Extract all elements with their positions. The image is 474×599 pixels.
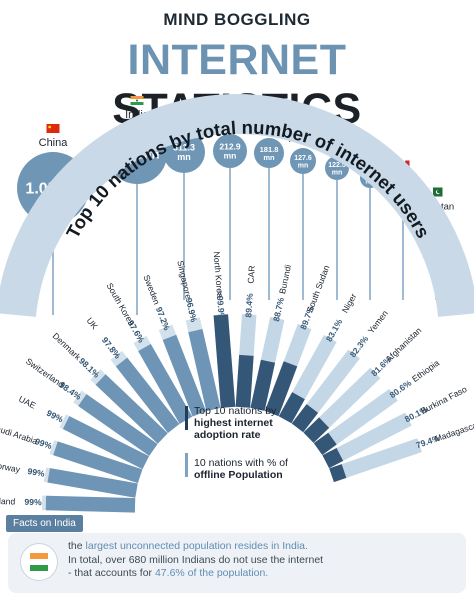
offline-bar-car: 89.4% CAR	[235, 265, 257, 408]
bubble-value-number: 127.6	[294, 155, 312, 162]
bar-fill	[303, 417, 330, 443]
bubble-value-number: 181.8	[260, 145, 279, 154]
bar-country: Ireland	[0, 496, 16, 507]
bar-pct: >99.9%	[215, 291, 227, 321]
bubble-country: China	[39, 137, 69, 149]
bar-pct: 83.1%	[324, 317, 345, 343]
bar-fill	[213, 314, 236, 408]
bar-fill	[322, 447, 344, 469]
bar-pct: 88.7%	[271, 296, 286, 322]
bar-fill	[53, 441, 143, 484]
legend-offline-swatch	[185, 453, 188, 477]
bar-country: Burundi	[277, 264, 293, 295]
bubble-value: 122.5 mn	[328, 162, 346, 176]
bar-fill	[95, 374, 168, 444]
bar-country: Denmark	[51, 331, 84, 363]
bar-pct: 89.4%	[243, 293, 255, 318]
arc-band	[0, 94, 474, 317]
bar-fill	[235, 354, 254, 408]
bar-fill	[264, 361, 298, 417]
legend-adoption-swatch	[185, 406, 188, 430]
bubble-value-number: 122.5	[328, 162, 346, 169]
bar-country: South Sudan	[305, 264, 332, 314]
facts-tab: Facts on India	[6, 515, 83, 532]
facts-l1a: the	[68, 540, 86, 552]
bubble-circle	[213, 134, 247, 168]
bubble-value-unit: mn	[298, 162, 309, 169]
bar-pct: 99%	[24, 497, 42, 507]
bubble-value-unit: mn	[224, 151, 237, 161]
bar-pct: 97.2%	[154, 305, 172, 332]
bubble-value: 212.9 mn	[219, 142, 241, 161]
bubble-value-number: 311.3	[173, 143, 195, 153]
bar-country: Ethiopia	[410, 358, 441, 384]
bar-country: Niger	[340, 292, 359, 315]
bar-fill	[188, 328, 221, 412]
bar-fill	[278, 392, 305, 424]
bar-pct: 82.3%	[348, 334, 371, 360]
bubble-value: 311.3 mn	[173, 143, 195, 162]
facts-l3a: - that accounts for	[68, 567, 155, 579]
legend: Top 10 nations by highest internet adopt…	[185, 405, 291, 481]
bar-country: Burkina Faso	[419, 384, 469, 416]
adoption-bar-norway: 99% Norway	[0, 460, 138, 498]
facts-l1b: largest unconnected population resides i…	[85, 540, 308, 552]
bar-country: Madagascar	[433, 419, 474, 444]
bar-pct: 80.6%	[388, 378, 414, 401]
bar-country: South Korea	[105, 281, 137, 328]
bar-country: North Korea	[212, 251, 226, 298]
legend-offline-text: 10 nations with % of offline Population	[194, 457, 291, 481]
bar-fill	[47, 468, 138, 498]
in-flag-icon	[130, 96, 144, 105]
bar-fill	[313, 432, 337, 455]
bar-fill	[329, 464, 347, 483]
bar-fill	[115, 357, 180, 433]
legend-adoption-l1: Top 10 nations by	[194, 405, 277, 417]
facts-l3b: 47.6% of the population.	[154, 567, 269, 579]
bar-country: Yemen	[366, 308, 390, 335]
bar-country: Norway	[0, 460, 22, 475]
bubble-value-unit: mn	[263, 153, 275, 162]
bar-country: UAE	[17, 394, 38, 411]
bar-fill	[162, 334, 207, 417]
legend-offline-l2: offline Population	[194, 469, 283, 481]
legend-adoption-text: Top 10 nations by highest internet adopt…	[194, 405, 279, 441]
bar-country: UK	[85, 316, 100, 332]
bar-country: Singapore	[175, 260, 194, 301]
legend-adoption-l2: highest internet	[194, 417, 273, 429]
legend-offline-l1: 10 nations with % of	[194, 457, 288, 469]
bar-fill	[138, 343, 193, 424]
bar-fill	[78, 394, 158, 456]
bar-country: Saudi Arabia	[0, 421, 39, 446]
bubble-circle	[290, 148, 316, 174]
bar-fill	[250, 359, 276, 411]
bar-pct: 96.9%	[184, 297, 199, 323]
bubble-value: 181.8 mn	[260, 145, 279, 162]
bar-country: Sweden	[141, 273, 162, 306]
legend-adoption-l3: adoption rate	[194, 429, 261, 441]
bubble-value-unit: mn	[177, 152, 191, 162]
bar-country: Afghanistan	[384, 325, 424, 364]
bar-fill	[45, 495, 136, 513]
offline-bar-north-korea: >99.9%North Korea	[212, 251, 236, 408]
bubble-value: 127.6 mn	[294, 155, 312, 169]
facts-l2: In total, over 680 million Indians do no…	[68, 553, 324, 566]
bar-track	[329, 438, 422, 483]
bubble-value-unit: mn	[332, 169, 343, 176]
bubble-circle	[254, 138, 284, 168]
adoption-bar-ireland: 99% Ireland	[0, 495, 136, 513]
cn-flag-icon	[46, 124, 60, 133]
main-title-internet: INTERNET	[127, 36, 347, 84]
subtitle: MIND BOGGLING	[163, 10, 311, 29]
bubble-value-number: 212.9	[219, 142, 241, 152]
bar-fill	[291, 404, 319, 433]
india-flag-icon	[20, 543, 58, 581]
bar-country: CAR	[246, 265, 257, 284]
bar-country: Switzerland	[24, 356, 66, 390]
facts-text: the largest unconnected population resid…	[68, 540, 458, 581]
bar-pct: 99%	[27, 466, 46, 479]
facts-box: the largest unconnected population resid…	[8, 533, 466, 593]
bar-fill	[62, 416, 150, 470]
